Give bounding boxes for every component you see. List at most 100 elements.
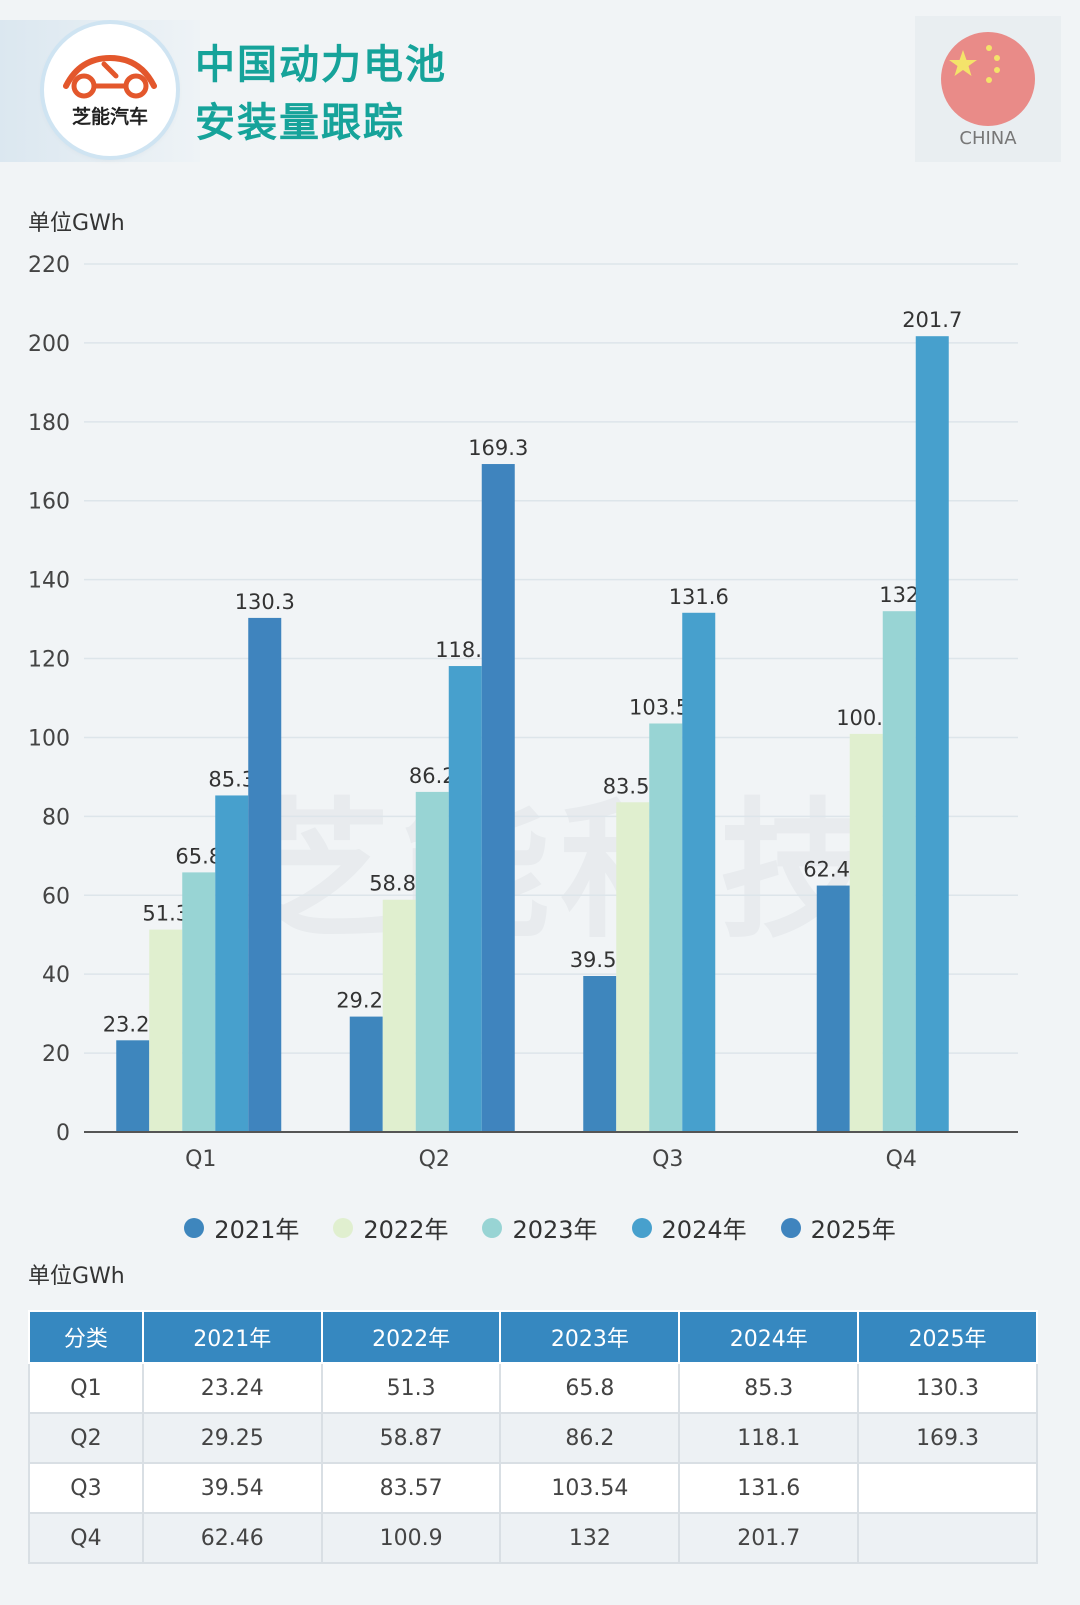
y-tick-label: 80: [42, 805, 70, 830]
table-cell: Q1: [28, 1362, 144, 1414]
y-tick-label: 180: [28, 411, 70, 436]
bar: [849, 733, 883, 1132]
table-row: Q2 29.25 58.87 86.2 118.1 169.3: [28, 1412, 1038, 1464]
bar-value-label: 86.2: [409, 764, 456, 788]
table-header-cell: 2021年: [141, 1310, 323, 1364]
bar: [649, 723, 683, 1132]
table-cell: 23.24: [141, 1362, 323, 1414]
table-cell: 169.3: [857, 1412, 1038, 1464]
table-cell: [857, 1462, 1038, 1514]
bar-value-label: 132: [879, 583, 919, 607]
chart-unit-label: 单位GWh: [28, 211, 125, 236]
table-header-cell: 2022年: [320, 1310, 502, 1364]
y-tick-label: 160: [28, 490, 70, 515]
table-header-cell: 分类: [28, 1310, 144, 1364]
legend-label: 2023年: [512, 1216, 598, 1244]
legend-item: 2022年: [333, 1210, 448, 1245]
bar: [448, 666, 482, 1132]
legend-item: 2021年: [184, 1210, 299, 1245]
legend-item: 2023年: [482, 1210, 598, 1245]
legend-label: 2025年: [810, 1216, 896, 1244]
brand-name: 芝能汽车: [71, 106, 148, 128]
table-header-row: 分类 2021年 2022年 2023年 2024年 2025年: [28, 1310, 1038, 1364]
table-cell: 83.57: [320, 1462, 502, 1514]
flag-stars-icon: [949, 45, 1000, 83]
y-tick-label: 220: [28, 253, 70, 278]
car-logo-icon: [63, 54, 157, 99]
page-title-line2: 安装量跟踪: [195, 100, 405, 146]
bar: [882, 611, 916, 1132]
bar: [616, 802, 650, 1132]
legend-dot-icon: [184, 1217, 205, 1238]
y-tick-label: 140: [28, 569, 70, 594]
table-cell: Q3: [28, 1462, 144, 1514]
x-tick-label: Q3: [652, 1147, 683, 1172]
y-tick-label: 20: [42, 1042, 70, 1067]
table-cell: 85.3: [678, 1362, 860, 1414]
table-row: Q3 39.54 83.57 103.54 131.6: [28, 1462, 1038, 1514]
table-cell: 51.3: [320, 1362, 502, 1414]
table-header-cell: 2025年: [857, 1310, 1038, 1364]
legend-label: 2022年: [363, 1216, 449, 1244]
brand-logo: 芝能汽车: [44, 24, 176, 156]
bar-value-label: 51.3: [142, 902, 189, 926]
table-cell: 39.54: [141, 1462, 323, 1514]
legend-label: 2021年: [214, 1216, 300, 1244]
x-tick-label: Q1: [185, 1147, 216, 1172]
y-tick-label: 40: [42, 963, 70, 988]
bar-value-label: 65.8: [175, 844, 222, 868]
bar: [382, 899, 416, 1132]
data-table: 分类 2021年 2022年 2023年 2024年 2025年 Q1 23.24 51.3 6…: [28, 1310, 1038, 1564]
country-label: CHINA: [959, 128, 1017, 149]
table-cell: 86.2: [499, 1412, 681, 1464]
table-cell: 118.1: [678, 1412, 860, 1464]
bar: [248, 617, 282, 1132]
table-cell: 103.54: [499, 1462, 681, 1514]
legend-dot-icon: [780, 1217, 801, 1238]
table-row: Q4 62.46 100.9 132 201.7: [28, 1512, 1038, 1564]
legend-dot-icon: [631, 1217, 652, 1238]
table-header-cell: 2023年: [499, 1310, 681, 1364]
legend-dot-icon: [333, 1217, 354, 1238]
table-cell: 29.25: [141, 1412, 323, 1464]
table-cell: 58.87: [320, 1412, 502, 1464]
table-cell: [857, 1512, 1038, 1564]
table-cell: 100.9: [320, 1512, 502, 1564]
bar-value-label: 85.3: [208, 767, 255, 791]
y-tick-label: 200: [28, 332, 70, 357]
legend-item: 2024年: [631, 1210, 747, 1245]
legend-dot-icon: [482, 1217, 503, 1238]
legend-label: 2024年: [661, 1216, 747, 1244]
x-tick-label: Q2: [419, 1147, 450, 1172]
table-unit-label: 单位GWh: [28, 1264, 125, 1289]
bar: [215, 795, 249, 1132]
y-tick-label: 0: [56, 1121, 70, 1146]
bar: [583, 975, 617, 1132]
y-tick-label: 120: [28, 648, 70, 673]
y-tick-label: 60: [42, 884, 70, 909]
bar: [481, 464, 515, 1132]
bar-value-label: 131.6: [669, 585, 729, 609]
legend-item: 2025年: [780, 1210, 896, 1245]
bar: [415, 791, 449, 1132]
bar-value-label: 130.3: [235, 590, 295, 614]
table-cell: 62.46: [141, 1512, 323, 1564]
header: 芝能汽车 中国动力电池 安装量跟踪 CHINA: [0, 0, 1080, 170]
bar-value-label: 169.3: [468, 436, 528, 460]
bar: [915, 336, 949, 1133]
y-tick-label: 100: [28, 726, 70, 751]
bar: [682, 612, 716, 1132]
page-title-line1: 中国动力电池: [195, 42, 447, 88]
bar: [349, 1016, 383, 1132]
table-header-cell: 2024年: [678, 1310, 860, 1364]
table-cell: 131.6: [678, 1462, 860, 1514]
table-cell: 65.8: [499, 1362, 681, 1414]
table-cell: 130.3: [857, 1362, 1038, 1414]
china-flag-icon: [941, 32, 1035, 126]
bar: [149, 929, 183, 1132]
bar: [816, 885, 850, 1132]
bar: [116, 1040, 150, 1132]
table-cell: Q4: [28, 1512, 144, 1564]
country-badge: CHINA: [915, 16, 1061, 162]
bar: [182, 872, 216, 1132]
